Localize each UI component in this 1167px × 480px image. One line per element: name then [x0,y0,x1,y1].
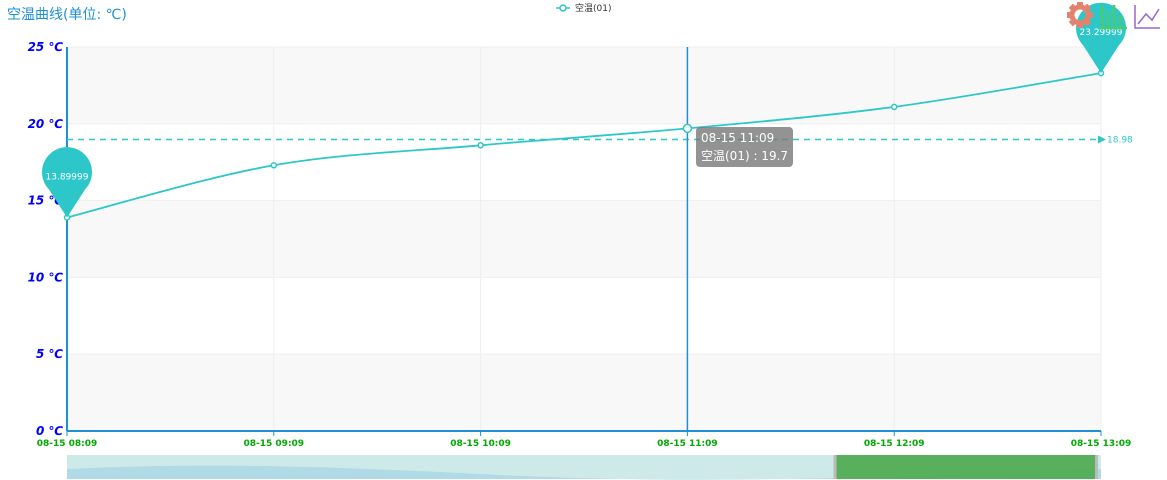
x-tick-label: 08-15 11:09 [657,439,718,449]
data-point [477,142,484,149]
average-line-arrow [1098,135,1106,144]
tooltip-text: 空温(01) : 19.7 [701,149,789,163]
grid-band [67,354,1101,431]
grid-band [67,47,1101,124]
data-point [270,162,278,169]
x-tick-label: 08-15 12:09 [864,439,925,449]
data-zoom-window[interactable] [836,455,1096,479]
x-tick-label: 08-15 10:09 [450,439,511,449]
data-point [890,103,898,111]
data-zoom-handle-start[interactable] [833,455,837,479]
gear-icon[interactable] [1067,2,1093,28]
bar-chart-icon[interactable] [1100,5,1127,30]
mark-point-pin-min [41,147,92,218]
y-tick-label: 5 ℃ [36,347,64,361]
average-line-label: 18.98 [1107,135,1133,145]
data-point [682,123,693,134]
y-tick-label: 0 ℃ [36,424,64,438]
chart-title: 空温曲线(单位: ℃) [7,7,127,23]
grid-band [67,201,1101,278]
x-tick-label: 08-15 08:09 [37,439,98,449]
tooltip: 08-15 11:09 空温(01) : 19.7 [696,127,794,167]
data-zoom-preview [67,465,1101,480]
y-tick-label: 25 ℃ [28,40,64,54]
x-tick-label: 08-15 13:09 [1071,439,1132,449]
mark-point-label-min: 13.89999 [46,172,89,182]
x-tick-label: 08-15 09:09 [244,439,305,449]
data-zoom-handle-end[interactable] [1095,455,1098,479]
y-tick-label: 10 ℃ [28,270,64,284]
series-line [66,72,1102,219]
legend-marker-icon [559,4,567,12]
line-chart-icon[interactable] [1134,5,1160,29]
mark-point-label-max: 23.29999 [1080,28,1123,38]
gear-ring [1069,4,1091,26]
y-tick-label: 20 ℃ [28,117,64,131]
tooltip-title: 08-15 11:09 [701,131,775,145]
legend-item: 空温(01) [575,2,611,14]
